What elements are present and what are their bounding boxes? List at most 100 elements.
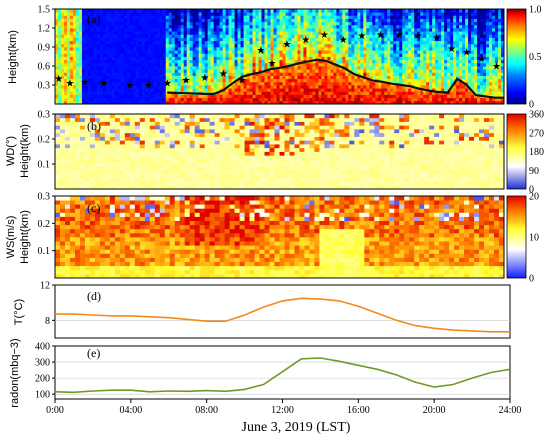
heatmap-cell [207, 43, 212, 48]
heatmap-cell [336, 100, 340, 105]
heatmap-cell [109, 177, 116, 182]
heatmap-cell [174, 69, 179, 73]
heatmap-cell [55, 34, 59, 38]
heatmap-cell [252, 75, 256, 80]
heatmap-cell [192, 40, 197, 45]
heatmap-cell [216, 72, 221, 76]
heatmap-cell [321, 37, 325, 42]
heatmap-cell [204, 40, 209, 45]
heatmap-cell [69, 174, 76, 179]
heatmap-cell [405, 66, 409, 70]
heatmap-cell [486, 24, 490, 29]
heatmap-cell [333, 9, 337, 13]
heatmap-cell [84, 21, 89, 26]
heatmap-cell [159, 114, 166, 119]
heatmap-cell [213, 62, 218, 67]
heatmap-cell [195, 69, 200, 73]
heatmap-cell [408, 43, 412, 48]
heatmap-cell [84, 12, 89, 16]
heatmap-cell [159, 177, 166, 182]
heatmap-cell [372, 31, 376, 35]
heatmap-cell [438, 85, 442, 89]
heatmap-cell [480, 43, 484, 48]
heatmap-cell [489, 78, 493, 83]
heatmap-cell [390, 53, 394, 57]
heatmap-cell [456, 91, 460, 95]
heatmap-cell [144, 147, 151, 152]
heatmap-cell [119, 129, 126, 134]
heatmap-cell [405, 56, 409, 61]
heatmap-cell [372, 37, 376, 42]
heatmap-cell [141, 59, 146, 64]
heatmap-cell [489, 43, 493, 48]
heatmap-cell [150, 91, 155, 95]
heatmap-cell [390, 47, 394, 51]
heatmap-cell [150, 43, 155, 48]
heatmap-cell [216, 81, 221, 86]
heatmap-cell [312, 40, 316, 45]
heatmap-cell [119, 151, 126, 156]
heatmap-cell [393, 97, 397, 102]
heatmap-cell [474, 43, 478, 48]
heatmap-cell [423, 72, 427, 76]
heatmap-cell [57, 59, 62, 64]
heatmap-cell [156, 9, 161, 13]
heatmap-cell [204, 18, 209, 23]
heatmap-cell [417, 40, 421, 45]
heatmap-cell [114, 170, 121, 175]
heatmap-cell [156, 28, 161, 32]
heatmap-cell [420, 56, 424, 61]
heatmap-cell [294, 72, 298, 76]
heatmap-cell [138, 81, 143, 86]
heatmap-cell [348, 9, 352, 13]
heatmap-cell [124, 155, 131, 160]
heatmap-cell [471, 97, 475, 102]
heatmap-cell [201, 9, 206, 13]
heatmap-cell [270, 12, 274, 16]
heatmap-cell [303, 100, 307, 105]
heatmap-cell [342, 91, 346, 95]
heatmap-cell [162, 18, 167, 23]
heatmap-cell [240, 78, 244, 83]
heatmap-cell [231, 88, 235, 92]
heatmap-cell [417, 18, 421, 23]
heatmap-cell [81, 72, 86, 76]
heatmap-cell [459, 12, 463, 16]
heatmap-cell [109, 185, 116, 190]
heatmap-cell [474, 9, 478, 13]
heatmap-cell [396, 15, 400, 19]
heatmap-cell [198, 85, 203, 89]
heatmap-cell [255, 18, 259, 23]
heatmap-cell [417, 21, 421, 26]
heatmap-cell [387, 91, 391, 95]
heatmap-cell [225, 47, 230, 51]
heatmap-cell [168, 43, 173, 48]
heatmap-cell [297, 34, 301, 38]
heatmap-cell [96, 81, 101, 86]
heatmap-cell [477, 47, 481, 51]
heatmap-cell [69, 53, 74, 57]
heatmap-cell [366, 75, 370, 80]
heatmap-cell [141, 97, 146, 102]
heatmap-cell [450, 66, 454, 70]
heatmap-cell [465, 81, 469, 86]
heatmap-cell [249, 62, 253, 67]
heatmap-cell [477, 91, 481, 95]
heatmap-cell [63, 94, 68, 99]
heatmap-cell [174, 18, 179, 23]
heatmap-cell [435, 53, 439, 57]
heatmap-cell [396, 56, 400, 61]
heatmap-cell [399, 97, 403, 102]
heatmap-cell [348, 47, 352, 51]
heatmap-cell [204, 12, 209, 16]
heatmap-cell [480, 56, 484, 61]
heatmap-cell [84, 37, 89, 42]
heatmap-cell [327, 78, 331, 83]
heatmap-cell [150, 72, 155, 76]
heatmap-cell [318, 43, 322, 48]
heatmap-cell [279, 28, 283, 32]
heatmap-cell [411, 81, 415, 86]
heatmap-cell [483, 37, 487, 42]
heatmap-cell [261, 21, 265, 26]
heatmap-cell [252, 9, 256, 13]
